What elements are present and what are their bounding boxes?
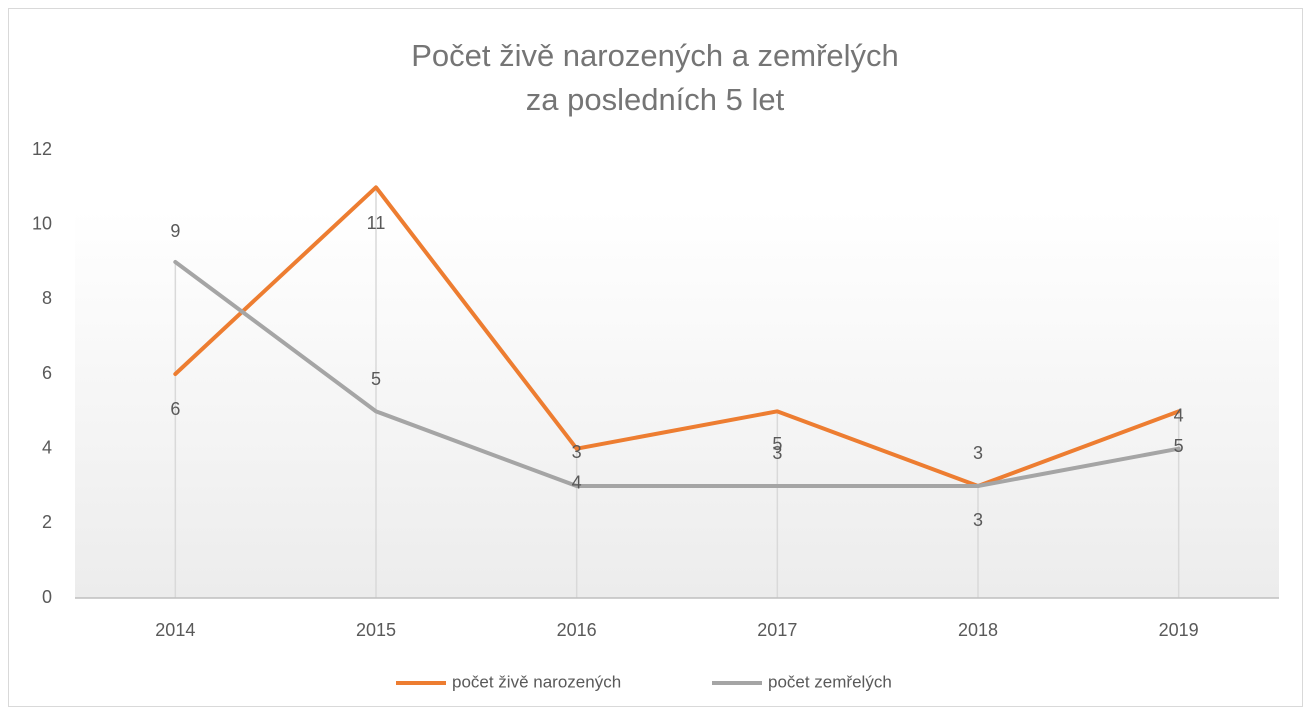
chart-title: Počet živě narozených a zemřelých — [411, 38, 899, 73]
y-tick-label: 12 — [32, 139, 52, 159]
data-label: 9 — [170, 221, 180, 241]
x-tick-label: 2014 — [155, 620, 195, 640]
data-label: 5 — [371, 369, 381, 389]
x-tick-label: 2015 — [356, 620, 396, 640]
data-label: 3 — [973, 510, 983, 530]
x-tick-label: 2018 — [958, 620, 998, 640]
data-label: 11 — [367, 213, 386, 233]
x-tick-label: 2017 — [757, 620, 797, 640]
data-label: 4 — [572, 472, 582, 492]
y-tick-label: 2 — [42, 512, 52, 532]
data-label: 5 — [772, 434, 782, 454]
x-tick-label: 2019 — [1159, 620, 1199, 640]
legend-label: počet živě narozených — [452, 672, 621, 691]
data-label: 6 — [170, 399, 180, 419]
chart-title: za posledních 5 let — [526, 82, 785, 117]
data-label: 5 — [1174, 436, 1184, 456]
y-tick-label: 4 — [42, 437, 52, 457]
plot-background — [75, 210, 1279, 598]
series-line — [173, 185, 1181, 488]
y-tick-label: 8 — [42, 288, 52, 308]
series-line — [173, 260, 1181, 488]
data-label: 4 — [1174, 405, 1184, 425]
x-tick-label: 2016 — [557, 620, 597, 640]
data-label: 3 — [973, 443, 983, 463]
data-label: 3 — [572, 442, 582, 462]
data-label: 3 — [772, 443, 782, 463]
y-tick-label: 10 — [32, 213, 52, 233]
y-tick-label: 6 — [42, 363, 52, 383]
y-tick-label: 0 — [42, 587, 52, 607]
legend-label: počet zemřelých — [768, 672, 892, 691]
